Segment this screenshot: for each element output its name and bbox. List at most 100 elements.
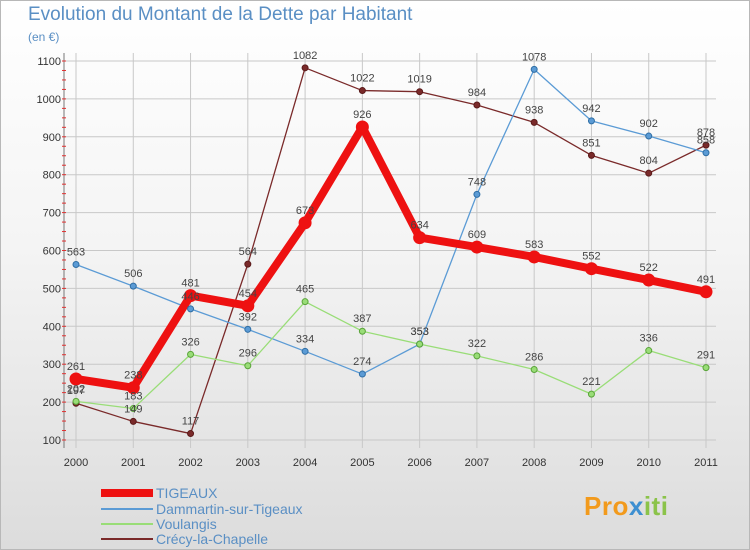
data-point bbox=[298, 216, 312, 230]
data-label: 202 bbox=[67, 383, 85, 395]
data-point bbox=[530, 366, 538, 374]
data-point bbox=[358, 87, 366, 95]
data-point bbox=[184, 289, 198, 303]
legend-label: Crécy-la-Chapelle bbox=[156, 531, 269, 547]
data-label: 522 bbox=[640, 262, 658, 274]
legend-item-tigeaux: TIGEAUX bbox=[101, 485, 361, 502]
legend-swatch bbox=[101, 508, 153, 510]
data-label: 261 bbox=[67, 361, 85, 373]
data-point bbox=[244, 260, 252, 268]
data-point bbox=[702, 149, 710, 157]
proxiti-logo: Proxiti bbox=[584, 491, 669, 521]
data-point bbox=[72, 397, 80, 405]
data-point bbox=[527, 250, 541, 264]
data-label: 902 bbox=[640, 118, 658, 130]
data-label: 563 bbox=[67, 247, 85, 259]
x-tick-label: 2010 bbox=[636, 457, 660, 469]
data-point bbox=[473, 190, 481, 198]
x-tick-label: 2007 bbox=[465, 457, 489, 469]
data-label: 291 bbox=[697, 350, 715, 362]
y-tick-label: 100 bbox=[43, 435, 61, 447]
data-label: 117 bbox=[182, 416, 200, 428]
x-tick-label: 2006 bbox=[407, 457, 431, 469]
data-point bbox=[244, 325, 252, 333]
data-label: 1082 bbox=[293, 50, 317, 62]
legend-item-voulangis: Voulangis bbox=[101, 516, 361, 533]
data-label: 197 bbox=[67, 385, 85, 397]
data-label: 984 bbox=[468, 87, 486, 99]
data-point bbox=[416, 88, 424, 96]
data-label: 804 bbox=[640, 155, 658, 167]
data-label: 353 bbox=[410, 326, 428, 338]
data-point bbox=[470, 240, 484, 254]
data-label: 326 bbox=[181, 336, 199, 348]
data-point bbox=[473, 101, 481, 109]
data-label: 481 bbox=[181, 278, 199, 290]
data-point bbox=[187, 350, 195, 358]
legend-item-crecy: Crécy-la-Chapelle bbox=[101, 531, 361, 548]
data-point bbox=[301, 347, 309, 355]
y-tick-label: 700 bbox=[43, 208, 61, 220]
y-tick-label: 600 bbox=[43, 246, 61, 258]
data-label: 465 bbox=[296, 284, 314, 296]
data-point bbox=[129, 405, 137, 413]
data-point bbox=[413, 231, 427, 245]
data-point bbox=[301, 64, 309, 72]
data-label: 334 bbox=[296, 333, 314, 345]
data-point bbox=[358, 370, 366, 378]
data-label: 286 bbox=[525, 352, 543, 364]
series-line-0 bbox=[72, 122, 710, 392]
y-tick-label: 300 bbox=[43, 359, 61, 371]
data-point bbox=[187, 305, 195, 313]
x-tick-label: 2001 bbox=[121, 457, 145, 469]
data-point bbox=[416, 340, 424, 348]
legend-swatch bbox=[101, 489, 153, 497]
y-tick-label: 800 bbox=[43, 170, 61, 182]
x-tick-label: 2009 bbox=[579, 457, 603, 469]
data-label: 336 bbox=[640, 333, 658, 345]
legend-label: Dammartin-sur-Tigeaux bbox=[156, 501, 303, 517]
x-tick-label: 2000 bbox=[64, 457, 88, 469]
data-label: 673 bbox=[296, 205, 314, 217]
legend-label: TIGEAUX bbox=[156, 485, 218, 501]
data-label: 609 bbox=[468, 229, 486, 241]
line-chart: 100 200 300 400 500 600 700 800 900 1000 1100 2000 2… bbox=[37, 50, 718, 469]
y-tick-label: 200 bbox=[43, 397, 61, 409]
data-label: 938 bbox=[525, 104, 543, 116]
data-label: 238 bbox=[124, 370, 142, 382]
data-point bbox=[645, 169, 653, 177]
data-label: 583 bbox=[525, 239, 543, 251]
data-label: 183 bbox=[124, 391, 142, 403]
x-tick-label: 2004 bbox=[293, 457, 317, 469]
data-label: 564 bbox=[239, 246, 257, 258]
data-point bbox=[642, 273, 656, 287]
data-point bbox=[702, 141, 710, 149]
y-tick-label: 500 bbox=[43, 283, 61, 295]
data-label: 748 bbox=[468, 176, 486, 188]
data-label: 552 bbox=[582, 251, 600, 263]
data-label: 926 bbox=[353, 109, 371, 121]
legend-item-dammartin: Dammartin-sur-Tigeaux bbox=[101, 501, 361, 518]
data-point bbox=[301, 298, 309, 306]
y-tick-label: 1000 bbox=[37, 94, 61, 106]
data-label: 942 bbox=[582, 103, 600, 115]
data-point bbox=[129, 417, 137, 425]
x-tick-label: 2008 bbox=[522, 457, 546, 469]
legend-label: Voulangis bbox=[156, 516, 217, 532]
data-point bbox=[645, 132, 653, 140]
data-label: 387 bbox=[353, 313, 371, 325]
data-label: 322 bbox=[468, 338, 486, 350]
x-tick-label: 2002 bbox=[178, 457, 202, 469]
data-label: 149 bbox=[124, 403, 142, 415]
data-point bbox=[129, 282, 137, 290]
data-label: 454 bbox=[239, 288, 257, 300]
legend-swatch bbox=[101, 538, 153, 540]
data-point bbox=[530, 65, 538, 73]
legend-swatch bbox=[101, 523, 153, 525]
data-label: 446 bbox=[181, 291, 199, 303]
data-label: 634 bbox=[410, 220, 428, 232]
data-label: 1019 bbox=[407, 74, 431, 86]
data-point bbox=[587, 117, 595, 125]
x-tick-label: 2003 bbox=[236, 457, 260, 469]
